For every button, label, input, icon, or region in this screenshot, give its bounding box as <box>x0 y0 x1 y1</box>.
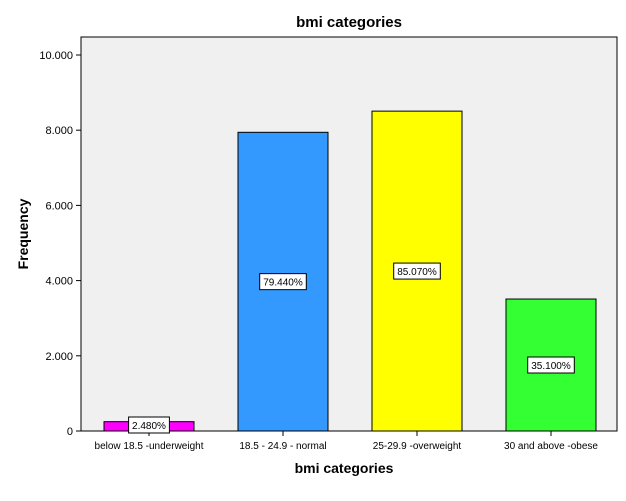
data-label-box <box>393 262 441 280</box>
data-label: 79.440% <box>263 278 303 289</box>
data-label: 2.480% <box>132 421 166 432</box>
y-tick-label: 6.000 <box>45 200 73 212</box>
y-tick-label: 10.000 <box>39 50 73 62</box>
y-axis-title: Frequency <box>15 198 31 269</box>
x-tick-label: 18.5 - 24.9 - normal <box>239 441 326 452</box>
x-axis: below 18.5 -underweight 18.5 - 24.9 - nor… <box>95 431 598 452</box>
data-label-box <box>259 273 307 291</box>
data-labels-group: 2.480% 79.440% 85.070% 35.100% <box>128 262 575 434</box>
x-tick-label: below 18.5 -underweight <box>95 441 204 452</box>
y-tick-label: 2.000 <box>45 351 73 363</box>
chart-title: bmi categories <box>296 14 402 31</box>
data-label-box <box>128 416 170 434</box>
y-tick-label: 8.000 <box>45 125 73 137</box>
y-tick-label: 4.000 <box>45 276 73 288</box>
data-label-box <box>527 356 575 374</box>
data-label: 35.100% <box>531 361 571 372</box>
y-tick-label: 0 <box>67 426 73 438</box>
y-axis: 0 2.000 4.000 6.000 8.000 10.000 <box>39 50 81 438</box>
x-axis-title: bmi categories <box>295 460 394 476</box>
x-tick-label: 30 and above -obese <box>504 441 598 452</box>
data-label: 85.070% <box>397 267 437 278</box>
x-tick-label: 25-29.9 -overweight <box>373 441 462 452</box>
